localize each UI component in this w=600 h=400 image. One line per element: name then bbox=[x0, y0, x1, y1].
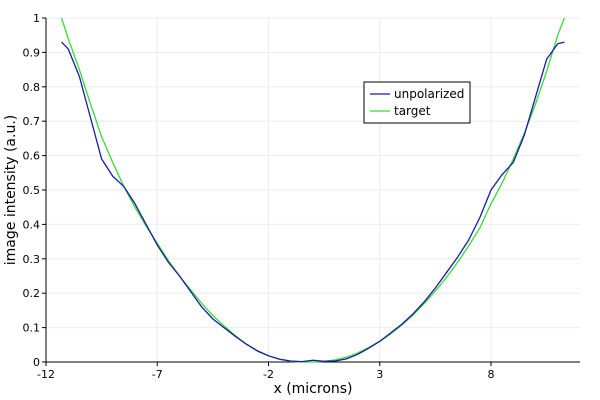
x-tick-label: 3 bbox=[376, 368, 383, 381]
y-tick-label: 1 bbox=[33, 12, 40, 25]
x-tick-label: -2 bbox=[263, 368, 274, 381]
axes bbox=[42, 17, 580, 366]
x-axis-label: x (microns) bbox=[273, 381, 352, 397]
legend-label-unpolarized: unpolarized bbox=[394, 87, 464, 101]
legend-box bbox=[363, 81, 471, 124]
x-tick-label: 8 bbox=[488, 368, 495, 381]
y-tick-label: 0.4 bbox=[23, 218, 41, 231]
y-tick-label: 0.7 bbox=[23, 115, 41, 128]
legend-label-target: target bbox=[394, 104, 431, 118]
x-tick-label: -12 bbox=[37, 368, 55, 381]
y-tick-label: 0.9 bbox=[23, 46, 41, 59]
x-tick-label: -7 bbox=[152, 368, 163, 381]
y-tick-label: 0.3 bbox=[23, 253, 41, 266]
series-group bbox=[60, 17, 566, 363]
legend: unpolarized target bbox=[363, 81, 471, 124]
y-tick-label: 0.1 bbox=[23, 322, 41, 335]
y-tick-label: 0.8 bbox=[23, 81, 41, 94]
y-tick-label: 0.2 bbox=[23, 287, 41, 300]
y-tick-label: 0.6 bbox=[23, 150, 41, 163]
series-line-target bbox=[60, 17, 566, 363]
y-tick-label: 0 bbox=[33, 356, 40, 369]
series-line-unpolarized bbox=[61, 41, 565, 363]
y-axis-label: image intensity (a.u.) bbox=[3, 115, 19, 265]
tick-labels: 0 0.1 0.2 0.3 0.4 0.5 0.6 0.7 0.8 0.9 1 -12 -7 -2 3 8 bbox=[23, 12, 495, 381]
y-tick-label: 0.5 bbox=[23, 184, 41, 197]
